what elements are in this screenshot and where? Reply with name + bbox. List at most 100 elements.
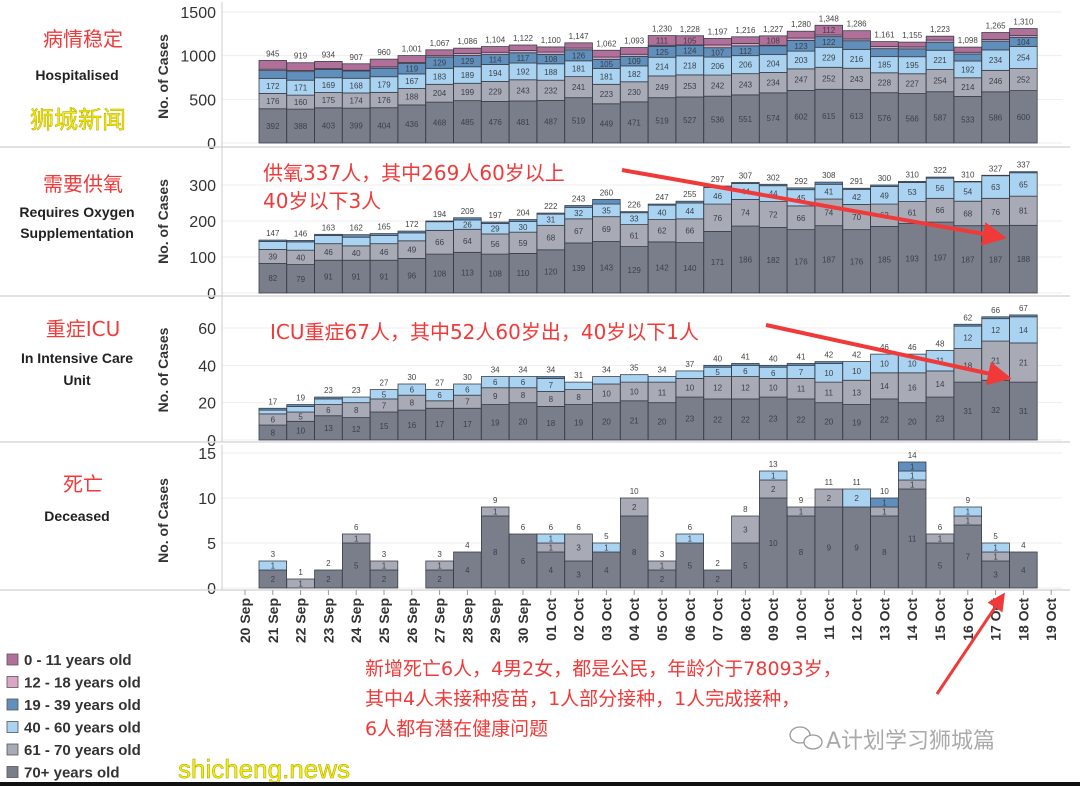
segment-label: 2 [715,575,720,584]
segment-label: 61 [630,232,639,241]
bar-segment-19-39 [786,363,816,366]
segment-label: 2 [854,494,859,503]
bar-segment-19-39 [314,396,343,400]
bar-segment-70+ [786,398,816,441]
bar-segment-19-39 [258,407,288,411]
total-label: 42 [852,351,861,360]
total-label: 10 [630,487,639,496]
segment-label: 105 [683,36,697,45]
bar-segment-19-39 [647,203,677,206]
segment-label: 574 [767,114,781,123]
segment-label: 187 [961,255,975,264]
segment-label: 91 [352,273,361,282]
segment-label: 487 [544,118,558,127]
segment-label: 109 [628,57,642,66]
bar-stack-21-sep: 392 176 172 945 [258,49,288,144]
x-tick-label: 30 Sep [515,598,531,643]
total-label: 292 [794,177,808,186]
segment-label: 176 [266,97,280,106]
bar-stack-01-oct: 487 232 188 108 1,100 [536,36,566,144]
segment-label: 9 [854,544,859,553]
segment-label: 4 [604,566,609,575]
segment-label: 7 [966,553,971,562]
y-tick-label: 0 [207,136,216,153]
segment-label: 79 [296,275,305,284]
bar-segment-70+ [1009,224,1038,294]
legend-label: 40 - 60 years old [24,720,141,737]
bar-segment-40-60 [314,398,343,405]
total-label: 34 [658,366,667,375]
total-label: 1,147 [569,32,590,41]
bar-segment-70+ [870,92,899,144]
segment-label: 6 [437,391,442,400]
total-label: 3 [271,550,276,559]
total-label: 6 [521,523,526,532]
bar-segment-70+ [786,515,816,589]
bar-stack-07-oct: 536 242 206 107 1,197 [703,27,732,144]
segment-label: 602 [794,113,808,122]
segment-label: 169 [322,81,336,90]
total-label: 1,265 [986,22,1007,31]
bar-segment-70+ [453,551,482,589]
segment-label: 187 [989,255,1003,264]
bar-segment-70+ [786,90,816,144]
segment-label: 214 [655,63,669,72]
bar-segment-70+ [620,515,649,589]
x-tick-label: 11 Oct [821,598,837,640]
total-label: 6 [549,523,554,532]
bar-segment-70+ [898,402,927,441]
bar-segment-0-11 [731,36,760,44]
total-label: 41 [741,352,750,361]
bar-segment-0-11 [953,46,983,53]
bar-segment-19-39 [814,181,844,185]
bar-stack-08-oct: 551 243 206 112 1,216 [731,26,760,144]
segment-label: 168 [350,82,364,91]
bar-segment-61-70 [564,533,593,562]
bar-segment-19-39 [1009,171,1038,174]
x-tick-label: 24 Sep [348,598,364,643]
bar-stack-24-sep: 5 1 6 [341,523,371,589]
bar-stack-17-oct: 586 246 234 1,265 [981,22,1010,144]
total-label: 4 [465,541,470,550]
segment-label: 143 [600,263,614,272]
bar-stack-01-oct: 120 68 31 222 [536,202,566,294]
bar-segment-0-11 [870,41,899,47]
bar-stack-15-oct: 23141148 [925,339,955,441]
segment-label: 56 [936,184,945,193]
segment-label: 91 [380,273,389,282]
bar-segment-70+ [369,411,399,441]
total-label: 30 [463,373,472,382]
segment-label: 6 [465,386,470,395]
segment-label: 404 [377,121,391,130]
annotation-arrow [621,168,1007,246]
segment-label: 32 [574,209,583,218]
bar-segment-40-60 [675,533,705,544]
total-label: 66 [991,306,1000,315]
bar-segment-70+ [314,415,343,441]
x-axis: 20 Sep 21 Sep 22 Sep 23 Sep 24 Sep 25 Sep 26 S… [237,590,1059,643]
segment-label: 129 [461,57,475,66]
segment-label: 140 [683,264,697,273]
watermark-bottom-right: A计划学习狮城篇 [826,729,995,754]
segment-label: 41 [824,188,833,197]
bar-stack-08-oct: 1867444307 [731,171,760,294]
bar-segment-19-39 [953,53,983,62]
bar-segment-40-60 [620,374,649,383]
bar-segment-61-70 [842,379,871,405]
bar-stack-06-oct: 5 1 6 [675,523,705,589]
bar-segment-40-60 [258,241,288,250]
bar-segment-19-39 [953,180,983,183]
bar-stack-22-sep: 79 40 146 [286,229,315,294]
segment-label: 5 [298,413,303,422]
bar-segment-70+ [1009,551,1038,589]
segment-label: 8 [493,548,498,557]
bar-segment-70+ [759,497,788,589]
segment-label: 203 [794,56,808,65]
bar-stack-09-oct: 23 10 6 40 [759,354,788,441]
segment-label: 249 [655,83,669,92]
segment-label: 108 [433,270,447,279]
x-tick-label: 05 Oct [654,598,670,641]
segment-label: 214 [961,83,975,92]
segment-label: 74 [741,209,750,218]
total-label: 34 [546,366,555,375]
